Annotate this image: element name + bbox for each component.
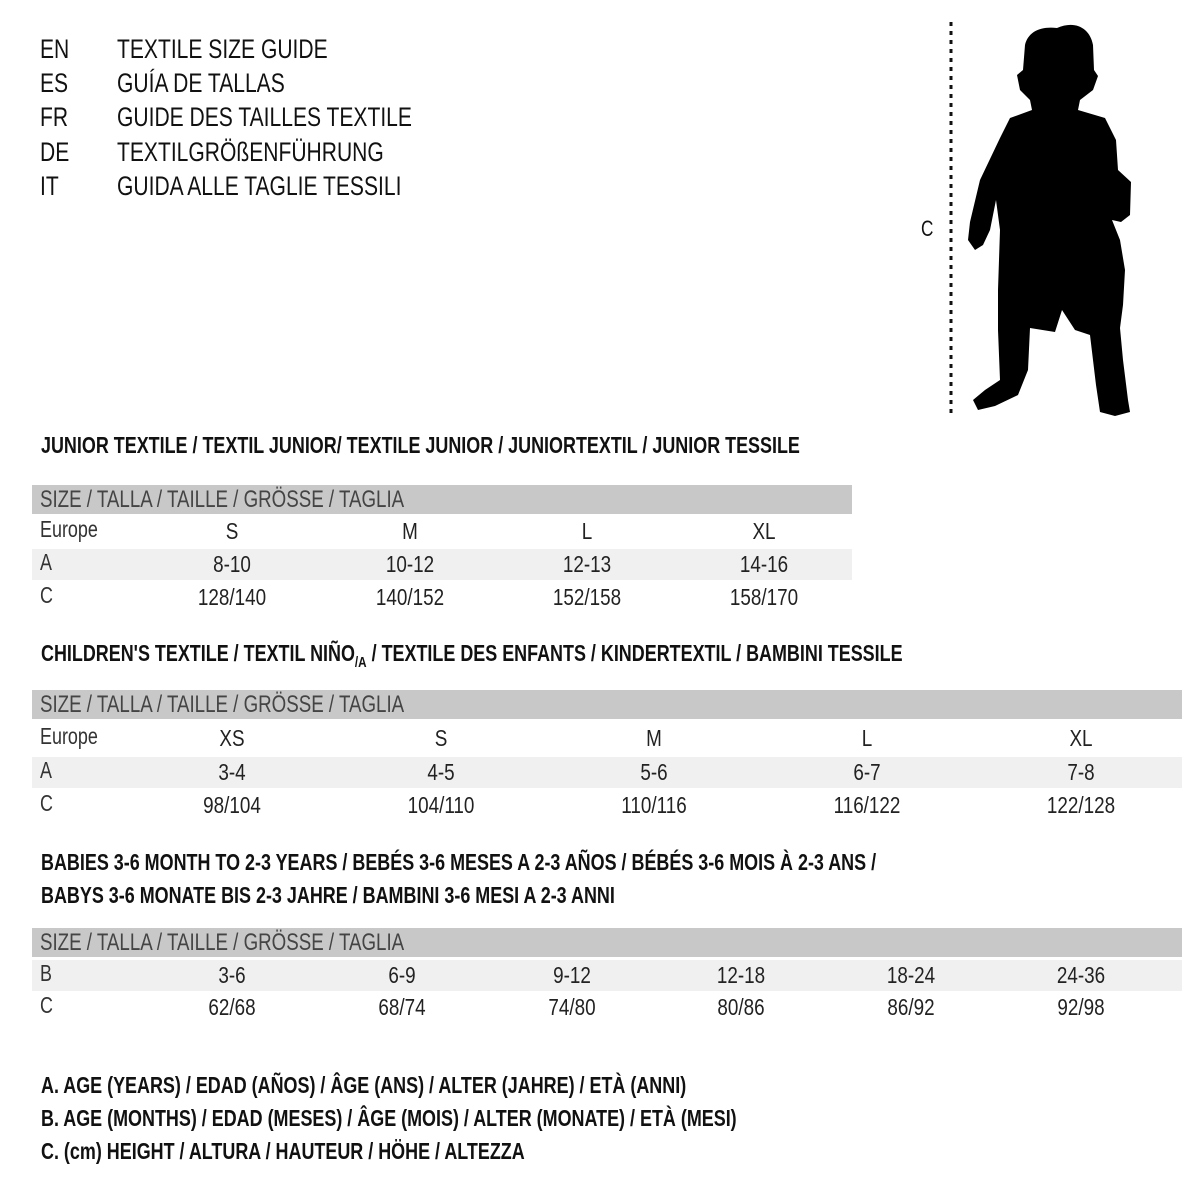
row-label: A — [40, 549, 52, 575]
cell: 18-24 — [886, 962, 936, 988]
lang-code: DE — [40, 137, 70, 167]
cell: 8-10 — [213, 551, 251, 577]
row-label: Europe — [40, 723, 98, 749]
cell: 12-18 — [716, 962, 766, 988]
cell: 62/68 — [208, 994, 256, 1020]
cell: 5-6 — [640, 759, 668, 785]
row-label: A — [40, 757, 52, 783]
lang-code: ES — [40, 68, 69, 98]
babies-heading-line2: BABYS 3-6 MONATE BIS 2-3 JAHRE / BAMBINI… — [41, 882, 777, 909]
cell: 86/92 — [887, 994, 935, 1020]
cell: 6-9 — [388, 962, 416, 988]
cell: 92/98 — [1057, 994, 1105, 1020]
legend-text: B. AGE (MONTHS) / EDAD (MESES) / ÂGE (MO… — [41, 1105, 737, 1131]
legend-text: C. (cm) HEIGHT / ALTURA / HAUTEUR / HÖHE… — [41, 1138, 525, 1164]
children-heading-subscript: /A — [354, 654, 367, 671]
cell: L — [581, 518, 593, 544]
size-header-text: SIZE / TALLA / TAILLE / GRÖSSE / TAGLIA — [40, 929, 405, 956]
row-label: C — [40, 790, 53, 816]
babies-row-b: B 3-6 6-9 9-12 12-18 18-24 24-36 — [32, 960, 1182, 991]
cell: 140/152 — [375, 584, 445, 610]
babies-row-c: C 62/68 68/74 74/80 80/86 86/92 92/98 — [32, 992, 1182, 1023]
cell: 12-13 — [562, 551, 612, 577]
children-row-c: C 98/104 104/110 110/116 116/122 122/128 — [32, 790, 1182, 821]
size-header-text: SIZE / TALLA / TAILLE / GRÖSSE / TAGLIA — [40, 486, 405, 513]
row-label: C — [40, 992, 53, 1018]
silhouette-shape — [968, 24, 1131, 417]
legend-b: B. AGE (MONTHS) / EDAD (MESES) / ÂGE (MO… — [41, 1105, 933, 1132]
cell: 3-6 — [218, 962, 246, 988]
babies-heading-line1: BABIES 3-6 MONTH TO 2-3 YEARS / BEBÉS 3-… — [41, 849, 1112, 876]
children-heading-text: CHILDREN'S TEXTILE / TEXTIL NIÑO — [41, 640, 355, 666]
cell: 24-36 — [1056, 962, 1106, 988]
cell: 4-5 — [427, 759, 455, 785]
cell: 110/116 — [621, 792, 687, 818]
height-measure-label: C — [921, 216, 937, 242]
junior-row-c: C 128/140 140/152 152/158 158/170 — [32, 582, 852, 613]
babies-heading-text: BABYS 3-6 MONATE BIS 2-3 JAHRE / BAMBINI… — [41, 882, 615, 908]
lang-title: GUIDE DES TAILLES TEXTILE — [117, 102, 412, 132]
children-row-a: A 3-4 4-5 5-6 6-7 7-8 — [32, 757, 1182, 788]
children-row-europe: Europe XS S M L XL — [32, 723, 1182, 754]
cell: 122/128 — [1046, 792, 1116, 818]
children-heading: CHILDREN'S TEXTILE / TEXTIL NIÑO/A / TEX… — [41, 640, 1146, 671]
cell: 116/122 — [833, 792, 901, 818]
cell: 10-12 — [385, 551, 435, 577]
legend-text: A. AGE (YEARS) / EDAD (AÑOS) / ÂGE (ANS)… — [41, 1072, 687, 1098]
junior-heading: JUNIOR TEXTILE / TEXTIL JUNIOR/ TEXTILE … — [41, 432, 1014, 459]
cell: S — [225, 518, 239, 544]
lang-title: GUÍA DE TALLAS — [117, 68, 285, 98]
cell: L — [861, 725, 873, 751]
junior-size-header: SIZE / TALLA / TAILLE / GRÖSSE / TAGLIA — [32, 485, 852, 514]
babies-heading-text: BABIES 3-6 MONTH TO 2-3 YEARS / BEBÉS 3-… — [41, 849, 877, 875]
cell: 14-16 — [739, 551, 789, 577]
lang-title: TEXTILGRÖßENFÜHRUNG — [117, 137, 384, 167]
lang-code: FR — [40, 102, 69, 132]
cell: 128/140 — [197, 584, 267, 610]
child-silhouette-icon — [949, 22, 1131, 417]
row-label: C — [40, 582, 53, 608]
cell: XL — [1069, 725, 1093, 751]
cell: XL — [752, 518, 776, 544]
babies-size-header: SIZE / TALLA / TAILLE / GRÖSSE / TAGLIA — [32, 928, 1182, 957]
legend-a: A. AGE (YEARS) / EDAD (AÑOS) / ÂGE (ANS)… — [41, 1072, 868, 1099]
children-heading-text-rest: / TEXTILE DES ENFANTS / KINDERTEXTIL / B… — [366, 640, 903, 666]
measure-label-text: C — [921, 216, 934, 241]
legend-c: C. (cm) HEIGHT / ALTURA / HAUTEUR / HÖHE… — [41, 1138, 661, 1165]
cell: 80/86 — [717, 994, 765, 1020]
cell: S — [434, 725, 448, 751]
cell: 158/170 — [729, 584, 799, 610]
junior-row-europe: Europe S M L XL — [32, 516, 852, 547]
cell: 68/74 — [378, 994, 426, 1020]
lang-title: GUIDA ALLE TAGLIE TESSILI — [117, 171, 402, 201]
cell: 104/110 — [407, 792, 475, 818]
cell: 74/80 — [548, 994, 596, 1020]
cell: 7-8 — [1067, 759, 1095, 785]
junior-heading-text: JUNIOR TEXTILE / TEXTIL JUNIOR/ TEXTILE … — [41, 432, 800, 458]
junior-row-a: A 8-10 10-12 12-13 14-16 — [32, 549, 852, 580]
row-label: B — [40, 960, 52, 986]
cell: 3-4 — [218, 759, 246, 785]
cell: 6-7 — [853, 759, 881, 785]
lang-code: EN — [40, 34, 70, 64]
cell: 152/158 — [552, 584, 622, 610]
lang-title: TEXTILE SIZE GUIDE — [117, 34, 328, 64]
cell: M — [646, 725, 662, 751]
cell: XS — [219, 725, 245, 751]
cell: M — [402, 518, 418, 544]
children-size-header: SIZE / TALLA / TAILLE / GRÖSSE / TAGLIA — [32, 690, 1182, 719]
row-label: Europe — [40, 516, 98, 542]
cell: 98/104 — [203, 792, 261, 818]
lang-code: IT — [40, 171, 59, 201]
size-header-text: SIZE / TALLA / TAILLE / GRÖSSE / TAGLIA — [40, 691, 405, 718]
cell: 9-12 — [553, 962, 591, 988]
